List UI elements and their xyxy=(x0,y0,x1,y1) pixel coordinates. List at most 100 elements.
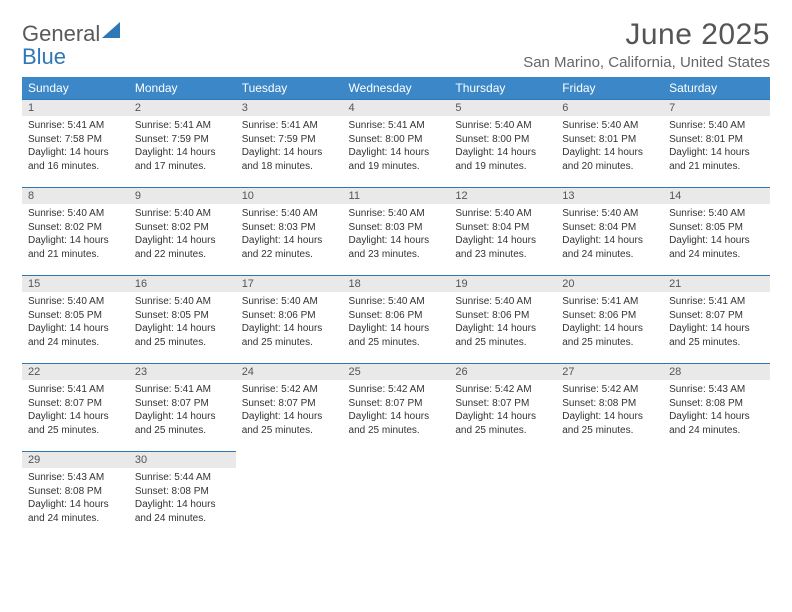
day-details: Sunrise: 5:41 AMSunset: 8:00 PMDaylight:… xyxy=(343,116,450,177)
calendar-cell: 9Sunrise: 5:40 AMSunset: 8:02 PMDaylight… xyxy=(129,188,236,276)
day-number: 13 xyxy=(556,188,663,204)
day-details: Sunrise: 5:41 AMSunset: 8:06 PMDaylight:… xyxy=(556,292,663,353)
calendar-cell: 22Sunrise: 5:41 AMSunset: 8:07 PMDayligh… xyxy=(22,364,129,452)
calendar-cell: 1Sunrise: 5:41 AMSunset: 7:58 PMDaylight… xyxy=(22,100,129,188)
day-details: Sunrise: 5:40 AMSunset: 8:04 PMDaylight:… xyxy=(556,204,663,265)
calendar-cell xyxy=(343,452,450,540)
logo-word1: General xyxy=(22,21,100,46)
calendar-cell: 19Sunrise: 5:40 AMSunset: 8:06 PMDayligh… xyxy=(449,276,556,364)
day-details: Sunrise: 5:41 AMSunset: 8:07 PMDaylight:… xyxy=(663,292,770,353)
page-title: June 2025 xyxy=(523,18,770,52)
day-details: Sunrise: 5:40 AMSunset: 8:02 PMDaylight:… xyxy=(22,204,129,265)
day-number: 18 xyxy=(343,276,450,292)
day-number: 16 xyxy=(129,276,236,292)
title-block: June 2025 San Marino, California, United… xyxy=(523,18,770,71)
day-details: Sunrise: 5:40 AMSunset: 8:01 PMDaylight:… xyxy=(556,116,663,177)
day-number: 25 xyxy=(343,364,450,380)
calendar-cell: 11Sunrise: 5:40 AMSunset: 8:03 PMDayligh… xyxy=(343,188,450,276)
calendar-cell: 2Sunrise: 5:41 AMSunset: 7:59 PMDaylight… xyxy=(129,100,236,188)
day-details: Sunrise: 5:40 AMSunset: 8:05 PMDaylight:… xyxy=(663,204,770,265)
day-details: Sunrise: 5:43 AMSunset: 8:08 PMDaylight:… xyxy=(22,468,129,529)
day-number: 14 xyxy=(663,188,770,204)
day-number: 19 xyxy=(449,276,556,292)
day-number: 3 xyxy=(236,100,343,116)
calendar-cell: 18Sunrise: 5:40 AMSunset: 8:06 PMDayligh… xyxy=(343,276,450,364)
calendar-cell xyxy=(449,452,556,540)
day-details: Sunrise: 5:42 AMSunset: 8:08 PMDaylight:… xyxy=(556,380,663,441)
day-details: Sunrise: 5:44 AMSunset: 8:08 PMDaylight:… xyxy=(129,468,236,529)
day-details: Sunrise: 5:40 AMSunset: 8:03 PMDaylight:… xyxy=(343,204,450,265)
calendar-cell: 4Sunrise: 5:41 AMSunset: 8:00 PMDaylight… xyxy=(343,100,450,188)
day-number: 28 xyxy=(663,364,770,380)
calendar-cell: 26Sunrise: 5:42 AMSunset: 8:07 PMDayligh… xyxy=(449,364,556,452)
day-number: 27 xyxy=(556,364,663,380)
day-number: 1 xyxy=(22,100,129,116)
day-details: Sunrise: 5:40 AMSunset: 8:06 PMDaylight:… xyxy=(343,292,450,353)
weekday-header: Thursday xyxy=(449,77,556,100)
calendar-row: 29Sunrise: 5:43 AMSunset: 8:08 PMDayligh… xyxy=(22,452,770,540)
calendar-cell: 8Sunrise: 5:40 AMSunset: 8:02 PMDaylight… xyxy=(22,188,129,276)
day-number: 22 xyxy=(22,364,129,380)
day-number: 20 xyxy=(556,276,663,292)
day-number: 26 xyxy=(449,364,556,380)
day-number: 12 xyxy=(449,188,556,204)
logo-word2: Blue xyxy=(22,44,66,69)
calendar-row: 22Sunrise: 5:41 AMSunset: 8:07 PMDayligh… xyxy=(22,364,770,452)
calendar-cell: 29Sunrise: 5:43 AMSunset: 8:08 PMDayligh… xyxy=(22,452,129,540)
day-details: Sunrise: 5:40 AMSunset: 8:06 PMDaylight:… xyxy=(449,292,556,353)
day-details: Sunrise: 5:40 AMSunset: 8:01 PMDaylight:… xyxy=(663,116,770,177)
day-details: Sunrise: 5:42 AMSunset: 8:07 PMDaylight:… xyxy=(236,380,343,441)
calendar-cell: 20Sunrise: 5:41 AMSunset: 8:06 PMDayligh… xyxy=(556,276,663,364)
day-details: Sunrise: 5:42 AMSunset: 8:07 PMDaylight:… xyxy=(449,380,556,441)
logo-sail-icon xyxy=(102,22,122,40)
day-details: Sunrise: 5:40 AMSunset: 8:04 PMDaylight:… xyxy=(449,204,556,265)
calendar-cell: 12Sunrise: 5:40 AMSunset: 8:04 PMDayligh… xyxy=(449,188,556,276)
day-details: Sunrise: 5:40 AMSunset: 8:00 PMDaylight:… xyxy=(449,116,556,177)
calendar-cell: 10Sunrise: 5:40 AMSunset: 8:03 PMDayligh… xyxy=(236,188,343,276)
day-number: 30 xyxy=(129,452,236,468)
day-number: 4 xyxy=(343,100,450,116)
day-number: 24 xyxy=(236,364,343,380)
day-number: 8 xyxy=(22,188,129,204)
location-text: San Marino, California, United States xyxy=(523,54,770,71)
weekday-header-row: Sunday Monday Tuesday Wednesday Thursday… xyxy=(22,77,770,100)
day-number: 9 xyxy=(129,188,236,204)
weekday-header: Monday xyxy=(129,77,236,100)
calendar-cell xyxy=(236,452,343,540)
calendar-cell: 6Sunrise: 5:40 AMSunset: 8:01 PMDaylight… xyxy=(556,100,663,188)
day-number: 10 xyxy=(236,188,343,204)
calendar-cell: 24Sunrise: 5:42 AMSunset: 8:07 PMDayligh… xyxy=(236,364,343,452)
weekday-header: Wednesday xyxy=(343,77,450,100)
day-details: Sunrise: 5:43 AMSunset: 8:08 PMDaylight:… xyxy=(663,380,770,441)
weekday-header: Sunday xyxy=(22,77,129,100)
day-number: 6 xyxy=(556,100,663,116)
calendar-row: 8Sunrise: 5:40 AMSunset: 8:02 PMDaylight… xyxy=(22,188,770,276)
day-details: Sunrise: 5:40 AMSunset: 8:03 PMDaylight:… xyxy=(236,204,343,265)
calendar-cell: 30Sunrise: 5:44 AMSunset: 8:08 PMDayligh… xyxy=(129,452,236,540)
weekday-header: Saturday xyxy=(663,77,770,100)
calendar-cell xyxy=(556,452,663,540)
logo-text: General Blue xyxy=(22,22,122,68)
day-details: Sunrise: 5:40 AMSunset: 8:05 PMDaylight:… xyxy=(129,292,236,353)
day-details: Sunrise: 5:41 AMSunset: 8:07 PMDaylight:… xyxy=(129,380,236,441)
calendar-cell: 14Sunrise: 5:40 AMSunset: 8:05 PMDayligh… xyxy=(663,188,770,276)
day-number: 29 xyxy=(22,452,129,468)
day-number: 15 xyxy=(22,276,129,292)
day-number: 11 xyxy=(343,188,450,204)
calendar-cell: 5Sunrise: 5:40 AMSunset: 8:00 PMDaylight… xyxy=(449,100,556,188)
logo: General Blue xyxy=(22,18,122,68)
calendar-cell: 16Sunrise: 5:40 AMSunset: 8:05 PMDayligh… xyxy=(129,276,236,364)
calendar-cell: 25Sunrise: 5:42 AMSunset: 8:07 PMDayligh… xyxy=(343,364,450,452)
calendar-cell: 17Sunrise: 5:40 AMSunset: 8:06 PMDayligh… xyxy=(236,276,343,364)
calendar-cell: 27Sunrise: 5:42 AMSunset: 8:08 PMDayligh… xyxy=(556,364,663,452)
weekday-header: Friday xyxy=(556,77,663,100)
calendar-cell: 28Sunrise: 5:43 AMSunset: 8:08 PMDayligh… xyxy=(663,364,770,452)
day-details: Sunrise: 5:41 AMSunset: 7:58 PMDaylight:… xyxy=(22,116,129,177)
header: General Blue June 2025 San Marino, Calif… xyxy=(22,18,770,71)
calendar-cell: 7Sunrise: 5:40 AMSunset: 8:01 PMDaylight… xyxy=(663,100,770,188)
day-number: 17 xyxy=(236,276,343,292)
day-details: Sunrise: 5:42 AMSunset: 8:07 PMDaylight:… xyxy=(343,380,450,441)
weekday-header: Tuesday xyxy=(236,77,343,100)
calendar-cell: 21Sunrise: 5:41 AMSunset: 8:07 PMDayligh… xyxy=(663,276,770,364)
calendar-table: Sunday Monday Tuesday Wednesday Thursday… xyxy=(22,77,770,540)
